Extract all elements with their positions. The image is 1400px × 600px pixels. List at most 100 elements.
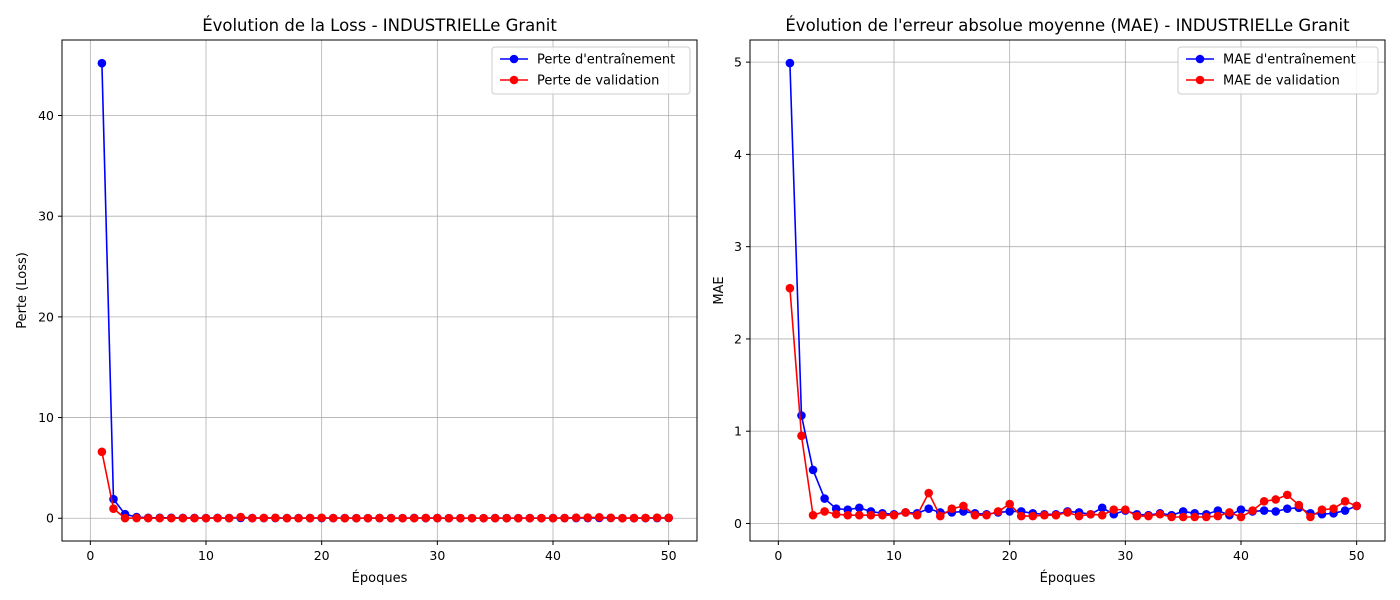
axes-frame (749, 39, 1386, 542)
y-tick-label: 3 (734, 239, 742, 254)
data-point (317, 513, 326, 523)
data-point (1306, 512, 1315, 522)
data-point (224, 513, 234, 523)
data-point (982, 510, 991, 520)
data-point (1097, 503, 1107, 513)
legend-label-2: Perte de validation (537, 74, 659, 89)
data-point (1236, 512, 1246, 522)
data-point (1213, 511, 1223, 521)
data-point (1329, 504, 1338, 514)
data-point (831, 509, 841, 519)
legend-box (491, 46, 691, 95)
data-point (97, 447, 107, 457)
data-point (1201, 512, 1211, 522)
data-point (1282, 490, 1292, 500)
data-point (808, 465, 818, 475)
data-point (970, 510, 980, 520)
data-point (889, 510, 899, 520)
data-point (1236, 505, 1246, 514)
x-tick-label: 10 (886, 548, 902, 563)
data-point (386, 513, 396, 523)
y-tick-label: 5 (734, 55, 742, 70)
data-point (421, 513, 431, 523)
data-point (959, 501, 968, 511)
data-point (1121, 505, 1130, 514)
data-point (843, 510, 853, 520)
series-line-1 (101, 63, 669, 519)
data-point (1144, 511, 1153, 521)
data-point (1271, 495, 1280, 504)
data-point (1178, 512, 1188, 522)
data-point (467, 513, 477, 523)
x-axis-label: Époques (352, 570, 408, 586)
data-point (594, 512, 604, 522)
data-point (924, 504, 934, 514)
data-point (201, 513, 211, 523)
data-point (537, 513, 546, 523)
data-point (1340, 497, 1350, 506)
data-point (583, 513, 592, 522)
data-point (479, 513, 488, 523)
data-point (924, 488, 934, 498)
data-point (1248, 506, 1257, 515)
data-point (190, 513, 199, 523)
data-point (935, 511, 945, 521)
data-point (808, 510, 818, 520)
data-point (1063, 508, 1072, 517)
data-point (1271, 507, 1280, 516)
data-point (820, 507, 829, 516)
y-axis-label: MAE (712, 276, 727, 304)
data-point (1317, 505, 1327, 514)
data-point (167, 513, 176, 523)
data-point (1086, 509, 1095, 519)
data-point (664, 513, 673, 523)
legend-marker-2 (509, 75, 519, 85)
data-point (109, 504, 118, 513)
axes-frame (61, 39, 698, 542)
data-point (1352, 501, 1361, 511)
x-tick-label: 40 (545, 548, 561, 563)
data-point (247, 513, 257, 523)
data-point (1109, 505, 1119, 514)
data-point (878, 510, 887, 520)
x-tick-label: 20 (1002, 548, 1018, 563)
data-point (213, 513, 222, 523)
data-point (155, 513, 165, 523)
data-point (1132, 511, 1142, 521)
data-point (513, 513, 523, 523)
data-point (855, 510, 864, 520)
data-point (652, 513, 662, 522)
data-point (1282, 504, 1292, 514)
data-point (398, 513, 407, 523)
data-point (433, 513, 442, 523)
x-tick-label: 40 (1233, 548, 1249, 563)
data-point (294, 513, 303, 523)
x-tick-label: 0 (86, 548, 94, 563)
chart-1: 0 10 20 30 40 50 0 10 20 30 40 Évolution de la Loss… (15, 16, 698, 586)
y-tick-label: 0 (46, 511, 54, 526)
legend-marker-1 (1195, 54, 1205, 64)
legend: MAE d'entraînement MAE de validation (1177, 46, 1379, 95)
data-point (1051, 510, 1061, 520)
chart-2: 0 10 20 30 40 50 0 1 2 3 4 5 Évolution de l'erreur a… (712, 16, 1386, 586)
data-point (502, 513, 512, 523)
data-point (444, 513, 454, 523)
data-point (912, 510, 922, 520)
x-tick-label: 20 (314, 548, 330, 563)
y-tick-label: 2 (734, 331, 742, 346)
data-point (1005, 507, 1014, 516)
legend-label-1: MAE d'entraînement (1223, 53, 1356, 68)
legend-label-1: Perte d'entraînement (537, 53, 675, 68)
data-point (820, 494, 829, 503)
data-point (1340, 506, 1350, 515)
data-point (641, 513, 650, 523)
data-point (1259, 497, 1269, 506)
chart-title: Évolution de l'erreur absolue moyenne (M… (785, 16, 1350, 35)
data-point (548, 513, 558, 523)
data-point (1259, 506, 1269, 515)
x-axis-label: Époques (1040, 570, 1096, 586)
data-point (1155, 509, 1165, 519)
data-point (993, 507, 1003, 516)
data-point (560, 513, 569, 523)
